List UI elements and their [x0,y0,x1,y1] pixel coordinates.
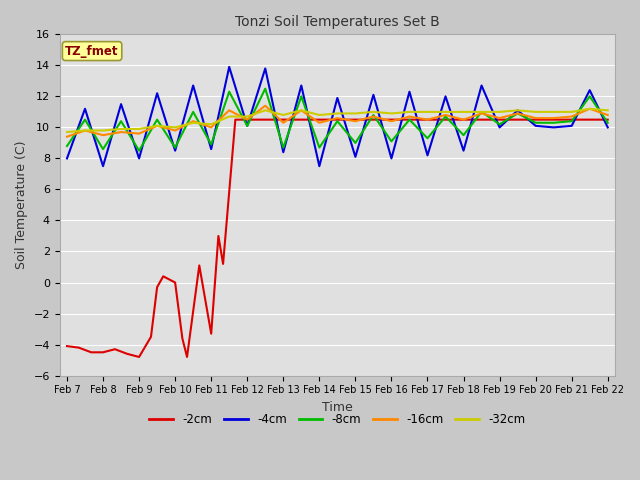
Text: TZ_fmet: TZ_fmet [65,45,119,58]
Y-axis label: Soil Temperature (C): Soil Temperature (C) [15,141,28,269]
Title: Tonzi Soil Temperatures Set B: Tonzi Soil Temperatures Set B [235,15,440,29]
Legend: -2cm, -4cm, -8cm, -16cm, -32cm: -2cm, -4cm, -8cm, -16cm, -32cm [145,408,530,431]
X-axis label: Time: Time [322,401,353,414]
